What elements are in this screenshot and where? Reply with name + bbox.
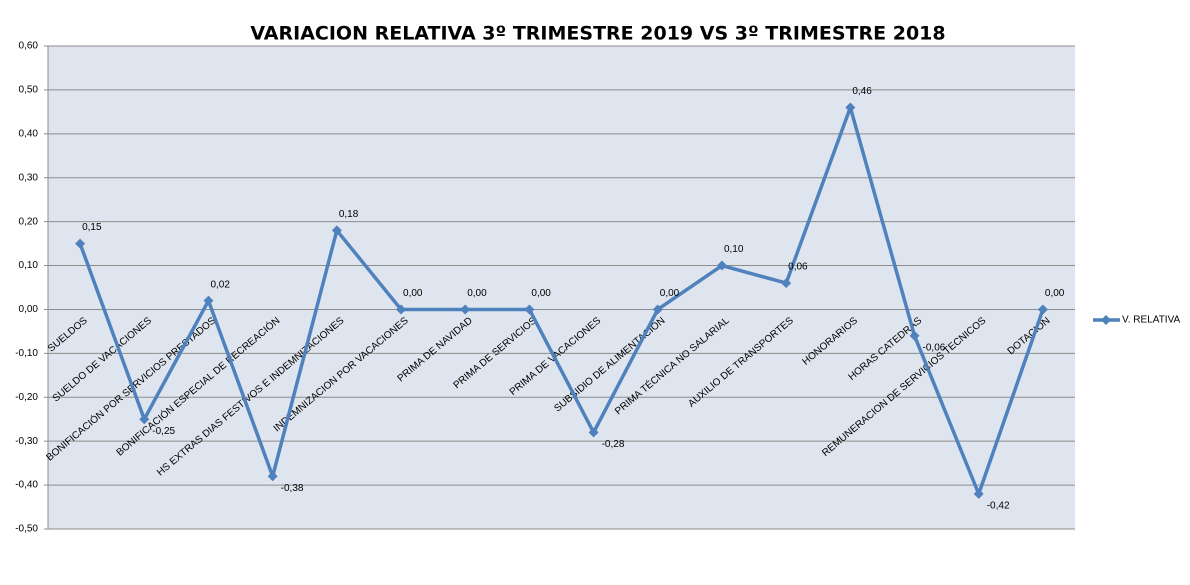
legend-marker: [1101, 315, 1111, 325]
y-tick-label: -0,20: [15, 392, 38, 403]
chart-title: VARIACION RELATIVA 3º TRIMESTRE 2019 VS …: [250, 23, 945, 45]
y-tick-label: 0,00: [19, 304, 39, 315]
marker: [460, 304, 471, 315]
marker: [716, 260, 727, 271]
marker: [139, 414, 150, 425]
data-label: 0,02: [210, 279, 230, 290]
data-label: -0,25: [152, 426, 175, 437]
y-tick-label: -0,40: [15, 480, 38, 491]
y-tick-label: -0,50: [15, 524, 38, 535]
legend-label: V. RELATIVA: [1122, 315, 1181, 326]
marker: [588, 427, 599, 438]
marker: [75, 238, 86, 249]
y-tick-label: 0,40: [19, 128, 39, 139]
marker: [1037, 304, 1048, 315]
marker: [845, 102, 856, 113]
marker: [267, 471, 278, 482]
marker: [909, 330, 920, 341]
y-tick-label: 0,60: [19, 41, 39, 52]
data-label: -0,42: [987, 501, 1010, 512]
data-label: 0,15: [82, 222, 102, 233]
y-tick-label: -0,10: [15, 348, 38, 359]
data-label: 0,00: [467, 288, 487, 299]
y-tick-label: 0,20: [19, 216, 39, 227]
marker: [652, 304, 663, 315]
marker: [524, 304, 535, 315]
y-tick-label: 0,10: [19, 260, 39, 271]
series-line: [78, 105, 1045, 496]
y-tick-label: -0,30: [15, 436, 38, 447]
data-label: -0,06: [923, 342, 946, 353]
plot-area: [48, 46, 1075, 529]
y-tick-label: 0,30: [19, 172, 39, 183]
data-label: 0,46: [852, 86, 872, 97]
marker: [331, 225, 342, 236]
marker: [781, 278, 792, 289]
data-label: -0,28: [602, 439, 625, 450]
data-label: 0,06: [788, 262, 808, 273]
marker: [396, 304, 407, 315]
marker: [973, 488, 984, 499]
data-label: 0,00: [660, 288, 680, 299]
marker: [203, 295, 214, 306]
data-label: 0,10: [724, 244, 744, 255]
data-label: 0,00: [403, 288, 423, 299]
data-label: 0,18: [339, 209, 359, 220]
data-label: -0,38: [281, 483, 304, 494]
y-tick-label: 0,50: [19, 85, 39, 96]
data-label: 0,00: [1045, 288, 1065, 299]
data-label: 0,00: [531, 288, 551, 299]
